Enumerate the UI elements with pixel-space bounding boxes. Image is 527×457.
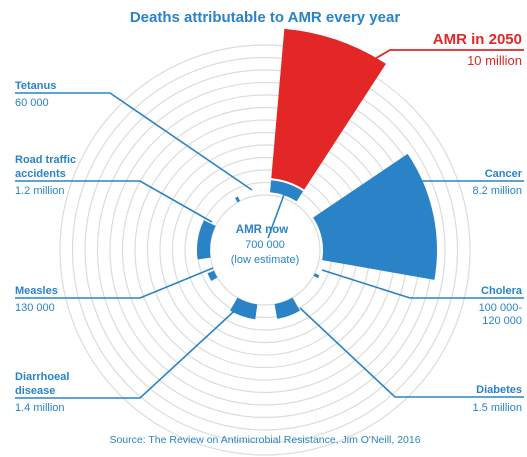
leader-line — [391, 180, 524, 206]
leader-line — [267, 191, 286, 239]
cause-name: Diabetes — [476, 384, 522, 396]
measles-wedge — [207, 270, 218, 281]
tetanus-wedge — [235, 196, 241, 203]
diabetes-wedge — [274, 297, 300, 319]
cause-name: Cholera — [481, 285, 523, 297]
cause-value: 1.5 million — [472, 402, 522, 414]
cause-name: Measles — [15, 285, 58, 297]
source: Source: The Review on Antimicrobial Resi… — [109, 434, 420, 446]
cause-value: 60 000 — [15, 97, 49, 109]
leader-line — [15, 267, 214, 299]
cancer-wedge — [313, 153, 437, 280]
cause-name: Road traffic — [15, 154, 76, 166]
cause-value: 8.2 million — [472, 185, 522, 197]
amr-2050-value: 10 million — [467, 53, 522, 68]
cholera-wedge — [313, 273, 320, 279]
leader-line — [355, 49, 524, 71]
amr-2050-name: AMR in 2050 — [433, 31, 522, 48]
leader-line — [15, 302, 244, 399]
amr-now-note: (low estimate) — [231, 254, 299, 266]
leader-line — [299, 307, 524, 398]
amr-now-value: 700 000 — [245, 239, 285, 251]
cause-name: Diarrhoeal — [15, 371, 69, 383]
amr-now-wedge — [270, 180, 304, 202]
cause-name: Tetanus — [15, 80, 56, 92]
leader-lines — [15, 49, 524, 399]
cause-name: Cancer — [485, 168, 523, 180]
cause-value: 130 000 — [15, 302, 55, 314]
inner-circle — [215, 200, 315, 300]
ring — [84, 69, 446, 431]
cause-value: 120 000 — [482, 315, 522, 327]
amr-2050-wedge — [271, 28, 386, 190]
cause-value: 100 000- — [479, 302, 523, 314]
leader-line — [15, 92, 253, 191]
diarrhoeal-wedge — [230, 297, 258, 320]
ring — [71, 56, 459, 444]
cause-value: 1.4 million — [15, 402, 65, 414]
title: Deaths attributable to AMR every year — [130, 9, 401, 26]
cause-name: disease — [15, 385, 55, 397]
ring — [59, 44, 471, 456]
leader-line — [321, 269, 524, 299]
amr-now-name: AMR now — [236, 224, 288, 236]
cause-value: 1.2 million — [15, 185, 65, 197]
road-traffic-wedge — [197, 220, 216, 260]
cause-name: accidents — [15, 168, 66, 180]
leader-line — [15, 180, 213, 223]
